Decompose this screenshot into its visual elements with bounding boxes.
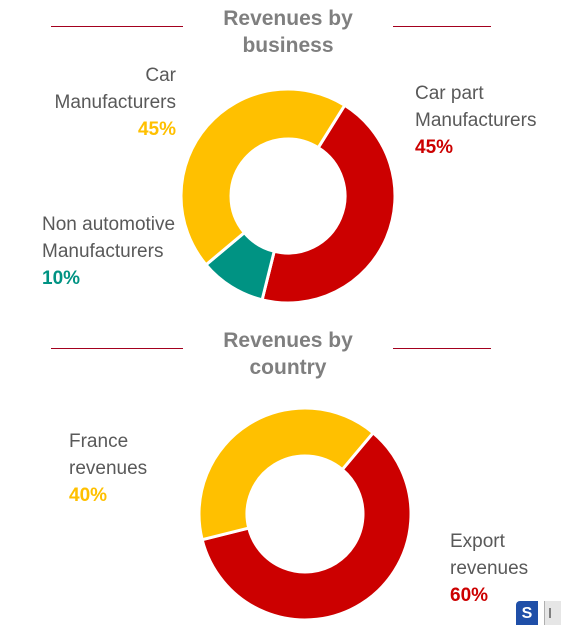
nav-back-icon[interactable]: [544, 601, 561, 625]
s-logo-icon[interactable]: S: [516, 601, 538, 625]
chart1-slice-3: [181, 89, 345, 265]
